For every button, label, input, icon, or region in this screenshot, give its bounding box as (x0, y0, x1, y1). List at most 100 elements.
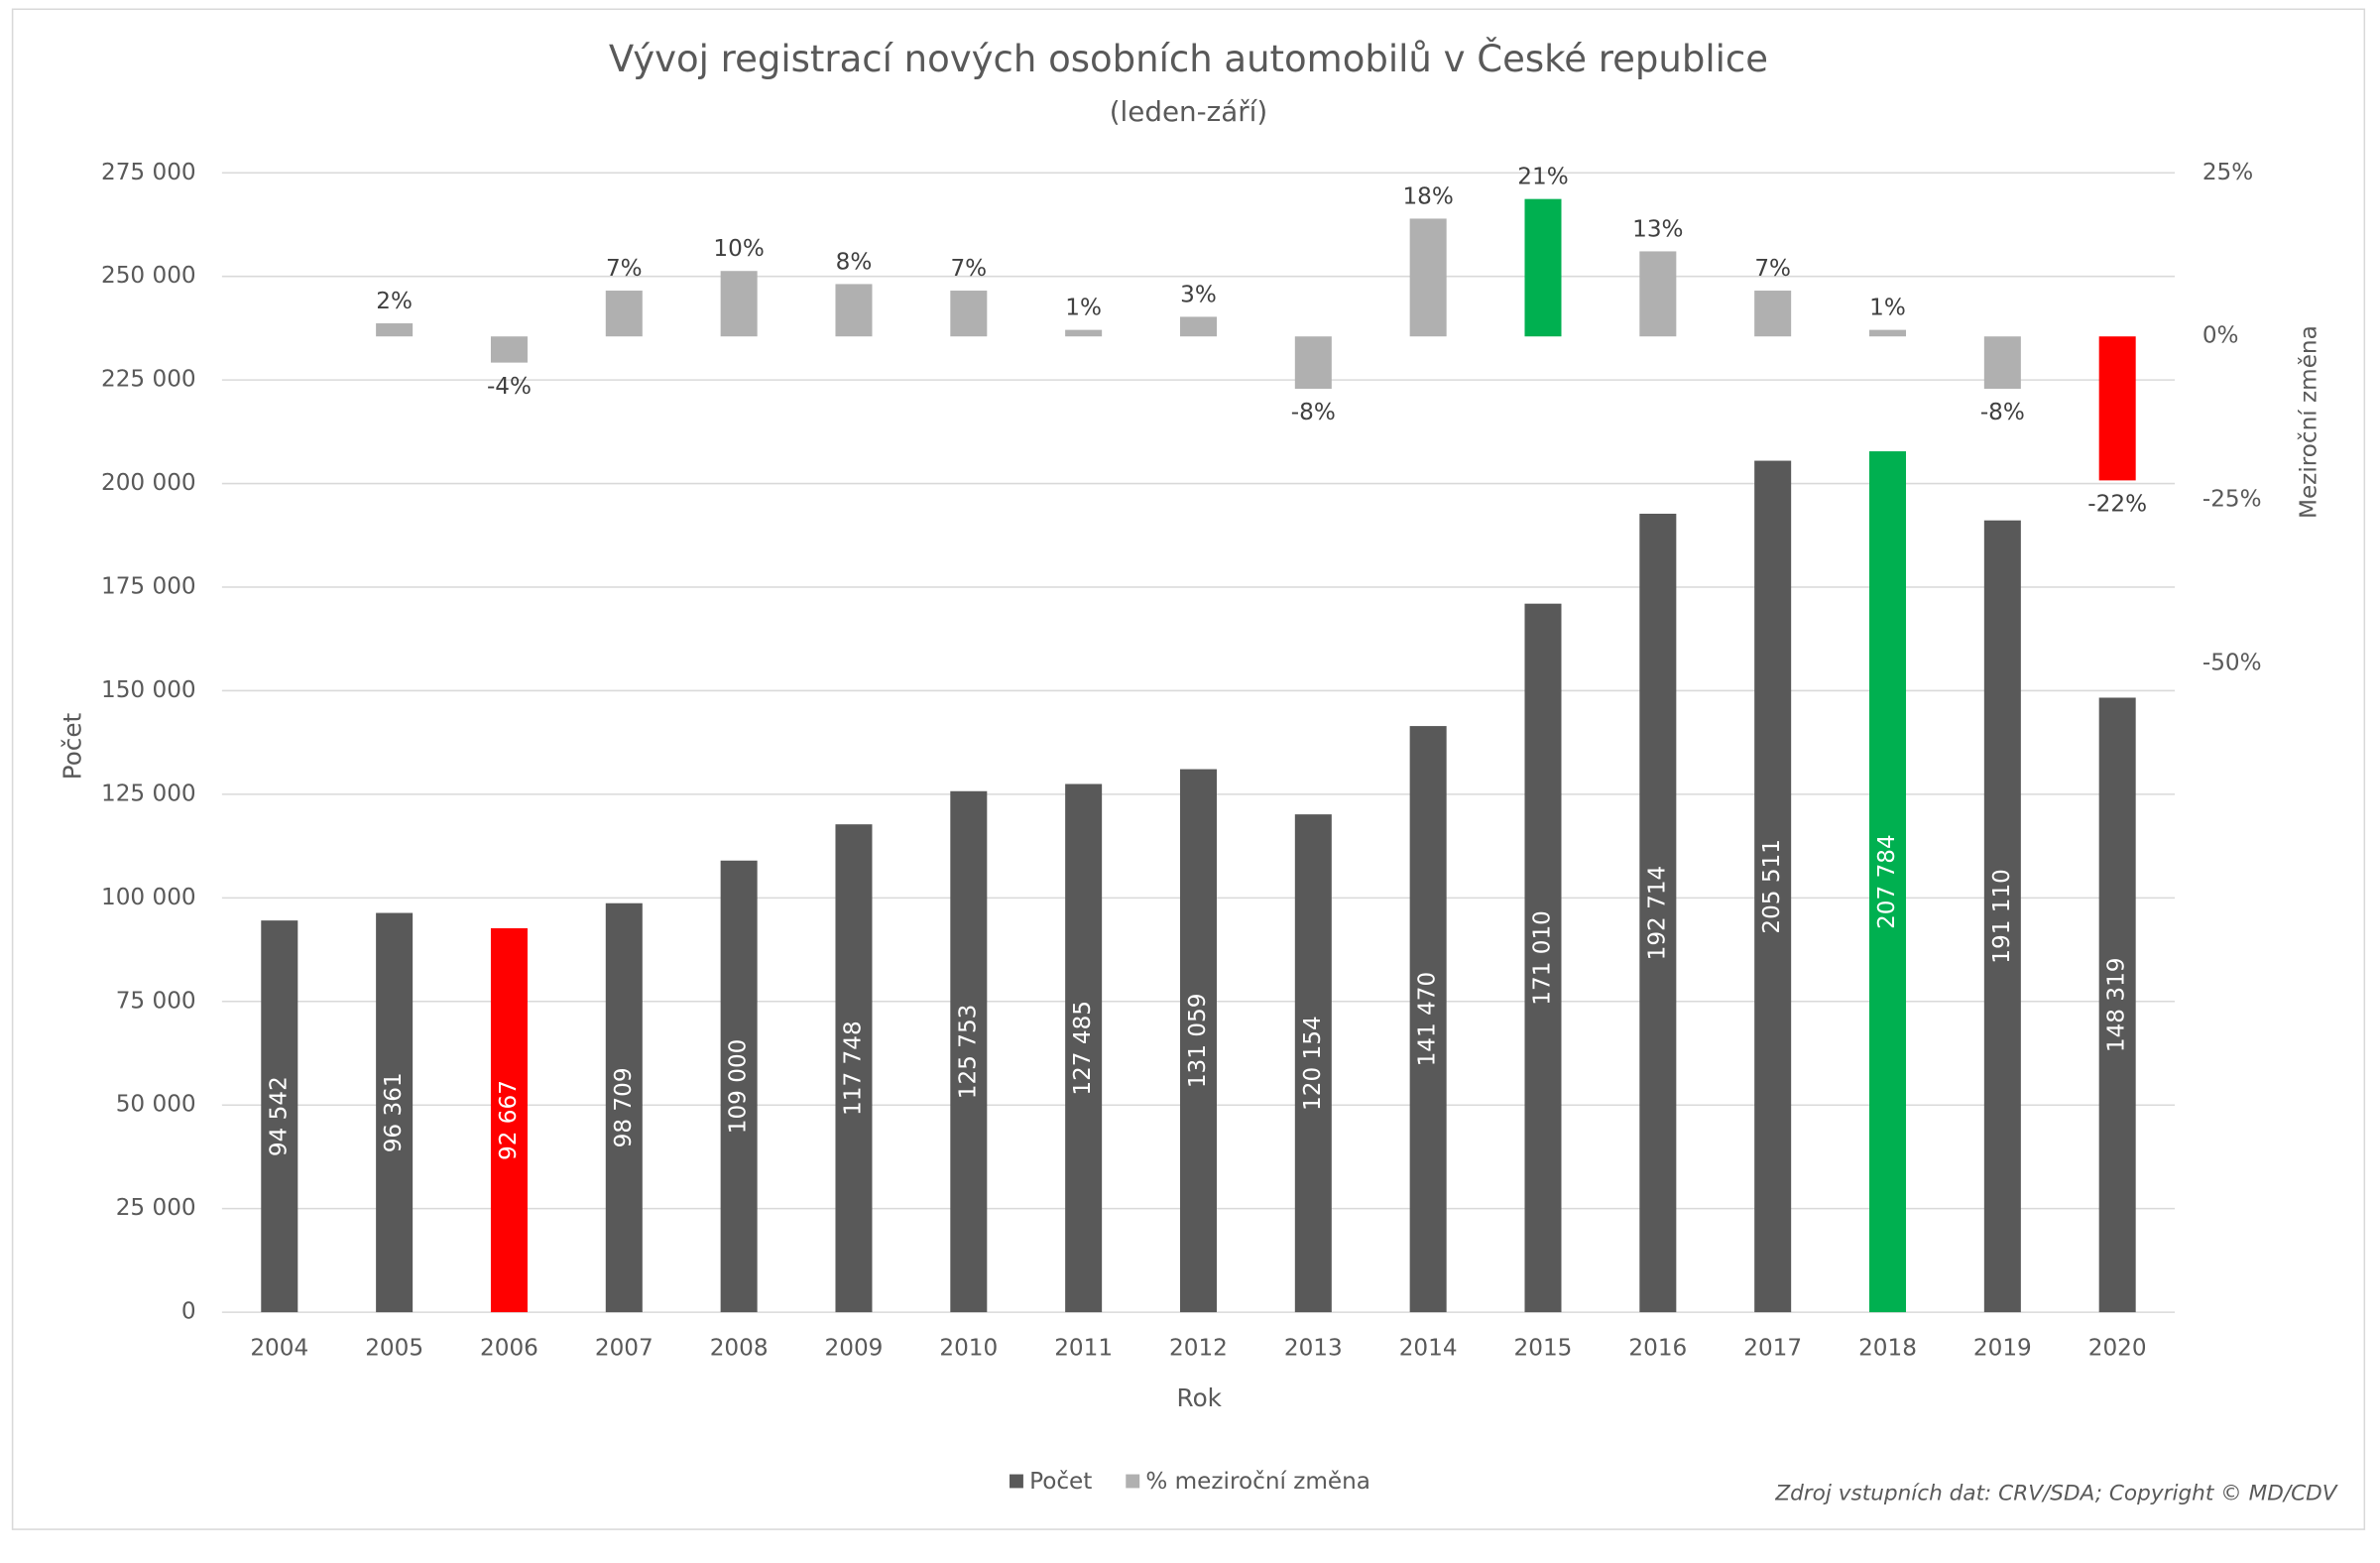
bar (2098, 336, 2136, 481)
x-tick-label: 2015 (1514, 1336, 1573, 1362)
bar (1524, 603, 1562, 1313)
bar (835, 284, 873, 337)
bar (720, 860, 758, 1313)
y-tick-label: 225 000 (101, 367, 196, 393)
bar (950, 291, 988, 337)
y-axis-label: Počet (58, 712, 86, 780)
bar (490, 336, 528, 363)
y-tick-label: 150 000 (101, 677, 196, 703)
bar (1294, 336, 1332, 390)
bar (1639, 251, 1677, 337)
data-label: 1% (1065, 296, 1102, 321)
source-note: Zdroj vstupních dat: CRV/SDA; Copyright … (1774, 1482, 2338, 1506)
data-label: -8% (1980, 400, 2025, 425)
data-label: 96 361 (381, 1072, 407, 1152)
bar (490, 927, 528, 1313)
bar (950, 790, 988, 1313)
data-label: 7% (1754, 256, 1791, 282)
bar (1179, 316, 1217, 337)
data-label: 125 753 (955, 1005, 981, 1100)
x-tick-label: 2014 (1399, 1336, 1458, 1362)
bar (1409, 726, 1447, 1313)
data-label: 2% (376, 289, 413, 314)
data-label: -8% (1291, 400, 1336, 425)
bar (1754, 291, 1792, 337)
x-tick-label: 2011 (1054, 1336, 1113, 1362)
bar (376, 323, 414, 337)
data-label: 120 154 (1300, 1016, 1326, 1111)
x-tick-label: 2010 (939, 1336, 998, 1362)
y2-tick-label: -50% (2202, 651, 2262, 676)
bar (605, 902, 643, 1313)
legend-swatch (1126, 1474, 1140, 1489)
data-label: 21% (1517, 165, 1568, 190)
legend-label: % meziroční změna (1145, 1469, 1370, 1495)
bar (1983, 336, 2021, 390)
bar (2098, 697, 2136, 1313)
data-label: 207 784 (1874, 834, 1900, 929)
data-label: 127 485 (1070, 1001, 1096, 1096)
y-tick-label: 100 000 (101, 885, 196, 910)
data-label: 109 000 (726, 1039, 752, 1135)
data-label: 171 010 (1529, 910, 1555, 1006)
y-tick-label: 50 000 (116, 1092, 196, 1118)
x-tick-label: 2012 (1169, 1336, 1228, 1362)
bar (1065, 783, 1103, 1313)
x-tick-label: 2009 (825, 1336, 884, 1362)
y2-tick-label: -25% (2202, 487, 2262, 513)
data-label: 117 748 (840, 1021, 866, 1116)
x-tick-label: 2007 (595, 1336, 654, 1362)
data-label: 98 709 (611, 1067, 637, 1147)
y-tick-label: 200 000 (101, 470, 196, 496)
data-label: 148 319 (2104, 957, 2130, 1052)
bar (1524, 198, 1562, 337)
x-tick-label: 2020 (2088, 1336, 2147, 1362)
data-label: 10% (713, 236, 764, 262)
legend-label: Počet (1029, 1469, 1092, 1495)
y-tick-label: 25 000 (116, 1195, 196, 1221)
x-tick-label: 2006 (480, 1336, 538, 1362)
x-tick-label: 2008 (710, 1336, 769, 1362)
x-tick-label: 2017 (1743, 1336, 1802, 1362)
x-tick-label: 2018 (1858, 1336, 1917, 1362)
bar (1409, 218, 1447, 337)
y2-tick-label: 25% (2202, 160, 2253, 185)
y2-tick-label: 0% (2202, 323, 2239, 349)
data-label: 191 110 (1989, 869, 2015, 964)
data-label: 3% (1180, 282, 1217, 307)
y-tick-label: 175 000 (101, 574, 196, 600)
data-label: 8% (836, 249, 873, 275)
data-label: 1% (1869, 296, 1906, 321)
data-label: 7% (606, 256, 643, 282)
legend-swatch (1010, 1474, 1023, 1489)
x-tick-label: 2016 (1628, 1336, 1687, 1362)
bar (1065, 329, 1103, 337)
data-label: 131 059 (1185, 994, 1211, 1089)
x-tick-label: 2004 (250, 1336, 308, 1362)
bar (1754, 460, 1792, 1313)
bar (835, 824, 873, 1313)
data-label: 13% (1632, 216, 1683, 242)
data-label: -22% (2087, 492, 2147, 518)
bar (1639, 514, 1677, 1313)
x-tick-label: 2013 (1284, 1336, 1343, 1362)
bar (1179, 769, 1217, 1313)
data-label: 7% (950, 256, 987, 282)
data-label: 94 542 (266, 1076, 292, 1156)
bar (720, 271, 758, 337)
y-tick-label: 275 000 (101, 160, 196, 185)
bar (1868, 329, 1907, 337)
x-tick-label: 2005 (365, 1336, 423, 1362)
y-tick-label: 250 000 (101, 263, 196, 289)
bar (605, 291, 643, 337)
bar (1983, 520, 2021, 1313)
data-label: 141 470 (1415, 972, 1441, 1067)
x-axis-label: Rok (1177, 1383, 1223, 1412)
bar (1294, 814, 1332, 1313)
data-label: 92 667 (496, 1080, 522, 1160)
y-tick-label: 0 (181, 1299, 196, 1325)
y2-axis-label: Meziroční změna (2296, 325, 2321, 519)
y-tick-label: 125 000 (101, 781, 196, 806)
chart-title: Vývoj registrací nových osobních automob… (609, 37, 1768, 80)
bar (376, 912, 414, 1313)
